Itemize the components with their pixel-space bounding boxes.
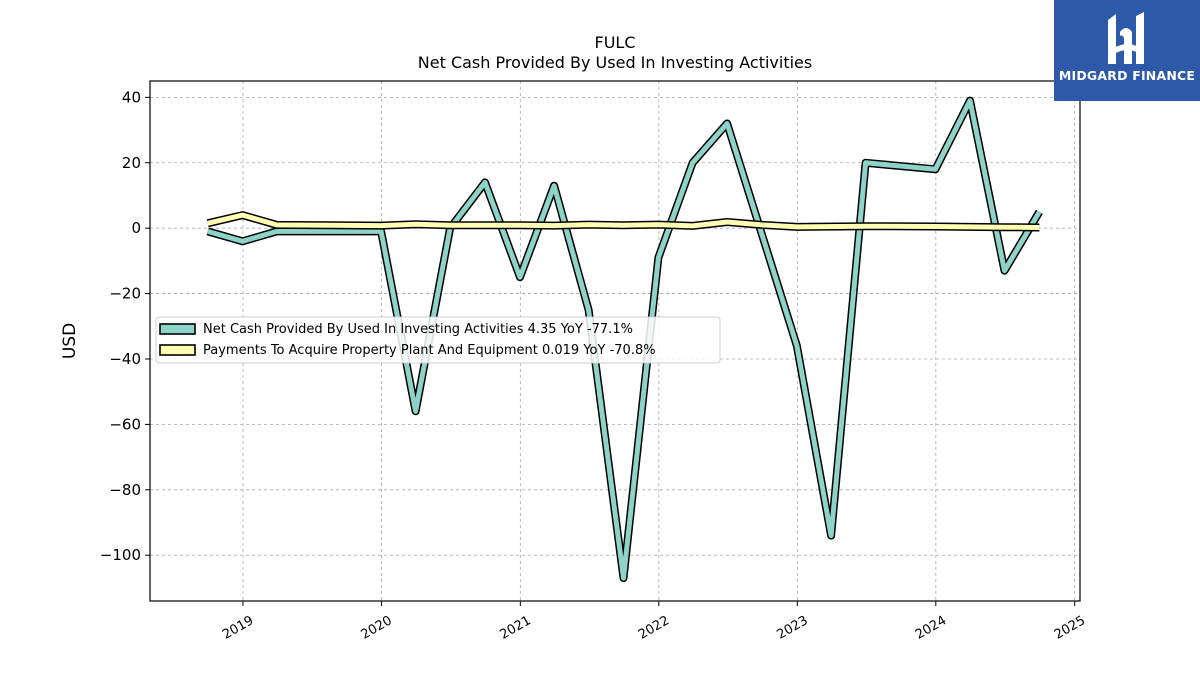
series-0 [206, 96, 1043, 583]
x-tick-label: 2025 [1052, 613, 1088, 643]
series-1 [206, 211, 1040, 232]
chart-subtitle: Net Cash Provided By Used In Investing A… [418, 53, 812, 72]
x-tick-label: 2020 [359, 613, 395, 643]
series-line [207, 212, 1040, 230]
y-tick-label: −40 [109, 350, 141, 368]
legend-label-net-cash: Net Cash Provided By Used In Investing A… [203, 322, 633, 337]
x-axis-ticks: 2019 2020 2021 2022 2023 2024 2025 [220, 601, 1088, 643]
y-axis-label: USD [60, 323, 80, 359]
x-tick-label: 2021 [498, 613, 534, 643]
x-tick-label: 2019 [220, 613, 256, 643]
y-tick-label: −100 [100, 546, 141, 564]
x-tick-label: 2023 [774, 613, 810, 643]
logo-text: MIDGARD FINANCE [1058, 68, 1196, 83]
legend-swatch-ppe [159, 344, 196, 356]
midgard-finance-logo: MIDGARD FINANCE [1054, 0, 1200, 101]
y-tick-label: 40 [122, 88, 141, 106]
legend-swatch-net-cash [159, 323, 196, 335]
x-tick-label: 2024 [913, 613, 949, 643]
plot-frame [149, 80, 1081, 602]
chart-title: FULC [595, 33, 636, 52]
y-tick-label: −20 [109, 285, 141, 303]
y-axis-ticks: 40 20 0 −20 −40 −60 −80 −100 [100, 88, 150, 564]
y-tick-label: 20 [122, 154, 141, 172]
series-layer [206, 96, 1043, 583]
logo-mark-icon [1108, 12, 1144, 64]
x-tick-label: 2022 [636, 613, 672, 643]
y-tick-label: −80 [109, 481, 141, 499]
series-line [207, 98, 1042, 581]
y-tick-label: 0 [131, 219, 141, 237]
legend-label-ppe: Payments To Acquire Property Plant And E… [203, 343, 656, 358]
y-tick-label: −60 [109, 415, 141, 433]
legend-box [155, 316, 721, 364]
legend: Net Cash Provided By Used In Investing A… [155, 316, 721, 364]
